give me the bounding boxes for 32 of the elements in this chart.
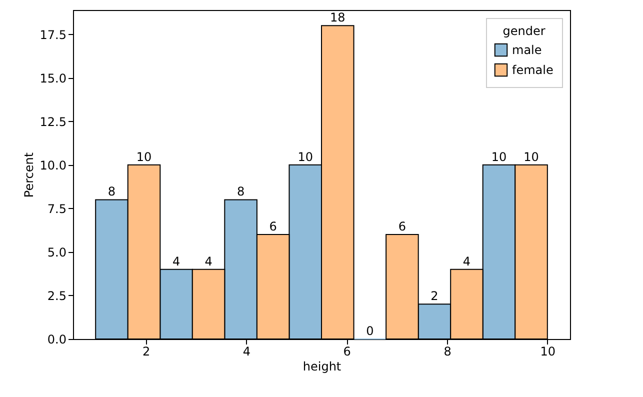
data-label: 4 <box>172 254 180 268</box>
data-label: 10 <box>491 150 507 164</box>
y-tick-label: 17.5 <box>40 28 66 42</box>
legend-title: gender <box>502 24 546 38</box>
data-label: 10 <box>136 150 152 164</box>
x-tick-label: 8 <box>444 344 452 358</box>
data-label: 10 <box>298 150 313 164</box>
legend-label: female <box>512 63 554 77</box>
y-tick-label: 10.0 <box>40 158 66 172</box>
legend-label: male <box>512 43 542 57</box>
y-tick-label: 2.5 <box>47 288 66 303</box>
y-tick-label: 7.5 <box>47 202 66 216</box>
x-tick-label: 6 <box>343 344 351 358</box>
x-axis-title: height <box>302 360 342 374</box>
data-label: 0 <box>366 324 374 338</box>
data-label: 8 <box>236 184 245 199</box>
y-tick-label: 15.0 <box>40 71 66 86</box>
data-label: 4 <box>204 254 212 268</box>
y-tick-label: 5.0 <box>47 245 66 260</box>
x-tick-label: 10 <box>540 344 556 358</box>
data-label: 2 <box>430 289 438 304</box>
y-tick-label: 0.0 <box>47 332 66 346</box>
x-tick-label: 4 <box>242 344 251 358</box>
data-label: 6 <box>398 220 406 234</box>
data-label: 4 <box>462 254 471 268</box>
data-label: 6 <box>269 220 277 234</box>
y-axis-title: Percent <box>22 152 36 198</box>
data-label: 18 <box>330 10 346 25</box>
data-label: 10 <box>524 150 539 164</box>
y-tick-label: 12.5 <box>40 114 66 129</box>
data-label: 8 <box>108 184 116 199</box>
x-tick-label: 2 <box>142 344 150 358</box>
